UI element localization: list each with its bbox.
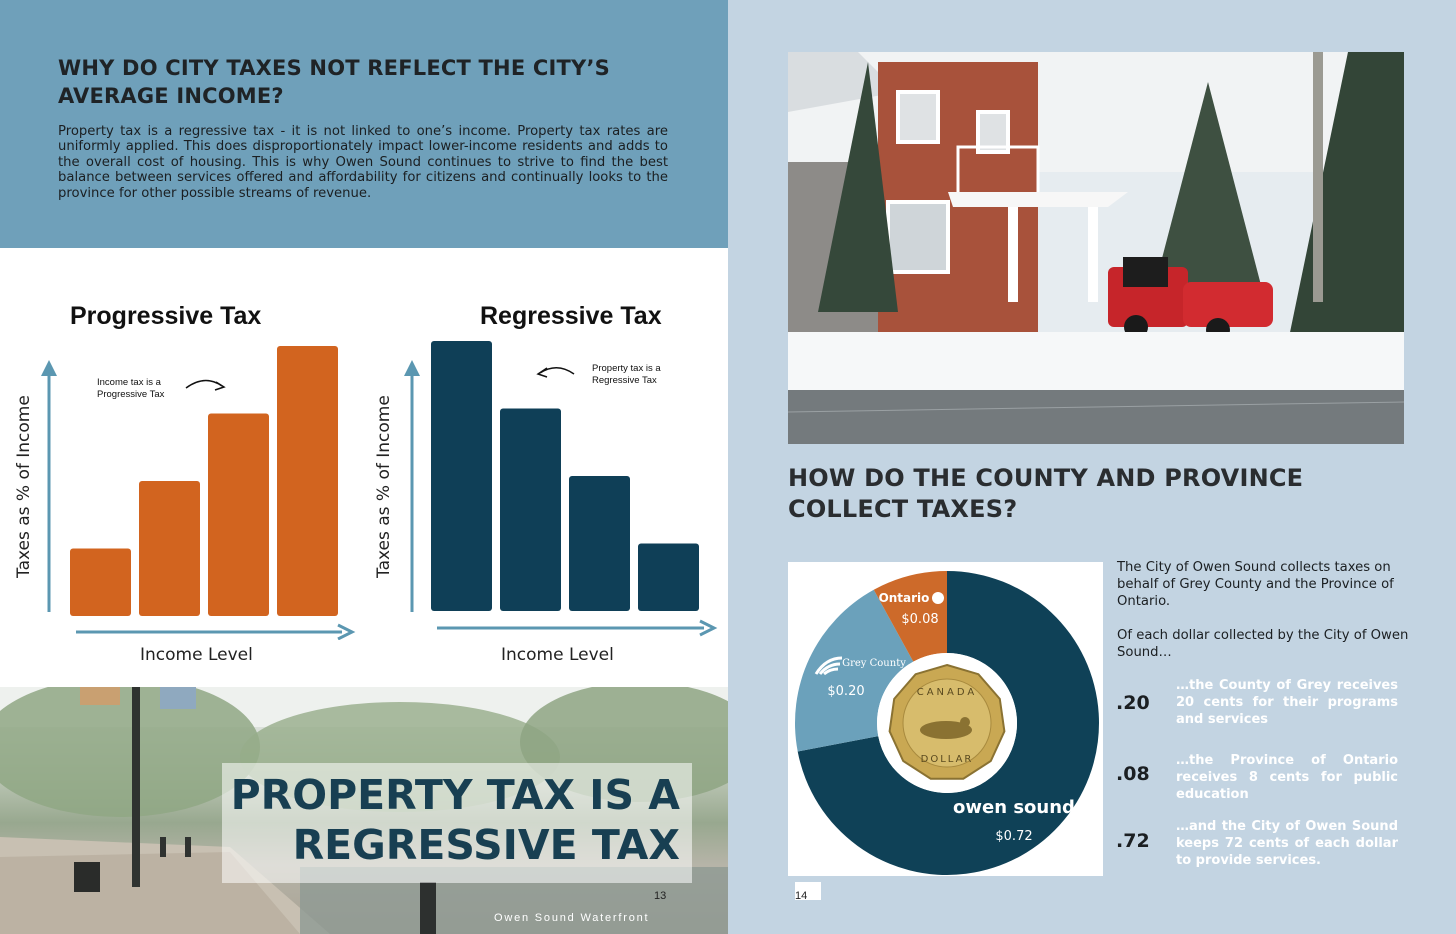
regressive-bar-2 xyxy=(500,408,561,611)
intro-paragraph-2: Of each dollar collected by the City of … xyxy=(1117,628,1409,660)
regressive-chart xyxy=(404,341,718,637)
page-number-right: 14 xyxy=(795,882,821,902)
regressive-bar-4 xyxy=(638,543,699,611)
regressive-x-arrow xyxy=(699,619,718,637)
grey-county-label: Grey County xyxy=(842,658,906,669)
owen-sound-logo: owen sound xyxy=(953,797,1075,818)
stat-number: .72 xyxy=(1116,830,1150,852)
progressive-annotation: Income tax is a Progressive Tax xyxy=(97,377,165,400)
snow-scene xyxy=(788,52,1404,444)
left-heading: WHY DO CITY TAXES NOT REFLECT THE CITY’S… xyxy=(58,56,610,108)
progressive-chart-title: Progressive Tax xyxy=(70,302,262,330)
ontario-label: Ontario xyxy=(879,591,930,605)
left-body-text: Property tax is a regressive tax - it is… xyxy=(58,124,668,201)
waterfront-scene xyxy=(0,687,728,934)
regressive-bar-3 xyxy=(569,476,630,611)
loon-shape xyxy=(920,721,972,739)
regressive-bar-1 xyxy=(431,341,492,611)
progressive-bar-4 xyxy=(277,346,338,616)
stat-text: …the County of Grey receives 20 cents fo… xyxy=(1176,678,1398,727)
donut-chart: CANADA DOLLAR Ontario $0.08 Grey County … xyxy=(795,571,1099,875)
intro-paragraph: The City of Owen Sound collects taxes on… xyxy=(1117,560,1394,609)
progressive-bar-1 xyxy=(70,548,131,616)
stat-number: .20 xyxy=(1116,692,1150,714)
donut-slice-2 xyxy=(795,589,914,752)
progressive-bar-2 xyxy=(139,481,200,616)
header-band xyxy=(0,0,728,248)
progressive-x-label: Income Level xyxy=(140,645,253,665)
right-body-text: The City of Owen Sound collects taxes on… xyxy=(1117,559,1417,661)
regressive-annotation: Property tax is a Regressive Tax xyxy=(592,363,661,386)
stat-number: .08 xyxy=(1116,763,1150,785)
snow-house-photo xyxy=(788,52,1404,444)
regressive-x-label: Income Level xyxy=(501,645,614,665)
regressive-y-arrow xyxy=(404,360,420,376)
progressive-arrowhead xyxy=(214,381,226,391)
photo-caption: Owen Sound Waterfront xyxy=(494,912,650,924)
stat-text: …the Province of Ontario receives 8 cent… xyxy=(1176,753,1398,802)
donut-slice-3 xyxy=(873,571,947,662)
coin-top-text: CANADA xyxy=(917,687,978,698)
banner-title: PROPERTY TAX IS A REGRESSIVE TAX xyxy=(230,771,680,869)
donut-slice-1 xyxy=(797,571,1099,875)
stat-text: …and the City of Owen Sound keeps 72 cen… xyxy=(1176,819,1398,868)
ontario-value: $0.08 xyxy=(901,612,938,627)
owen-sound-value: $0.72 xyxy=(995,829,1032,844)
progressive-x-arrow xyxy=(337,623,356,640)
left-page: WHY DO CITY TAXES NOT REFLECT THE CITY’S… xyxy=(0,0,728,934)
coin-bottom-text: DOLLAR xyxy=(921,754,974,765)
progressive-chart xyxy=(41,346,356,640)
page-number-left: 13 xyxy=(654,890,667,902)
ontario-trillium-icon xyxy=(932,592,944,604)
loonie-coin-icon: CANADA DOLLAR xyxy=(888,663,1006,780)
progressive-bar-3 xyxy=(208,413,269,616)
grey-county-value: $0.20 xyxy=(827,684,864,699)
grey-county-logo-icon: Grey County xyxy=(814,656,906,676)
regressive-chart-title: Regressive Tax xyxy=(480,302,662,330)
donut-chart-panel: CANADA DOLLAR Ontario $0.08 Grey County … xyxy=(788,562,1103,876)
banner-backdrop xyxy=(222,763,692,883)
regressive-arrowhead xyxy=(536,367,548,378)
right-heading: HOW DO THE COUNTY AND PROVINCE COLLECT T… xyxy=(788,464,1304,523)
progressive-y-arrow xyxy=(41,360,57,376)
